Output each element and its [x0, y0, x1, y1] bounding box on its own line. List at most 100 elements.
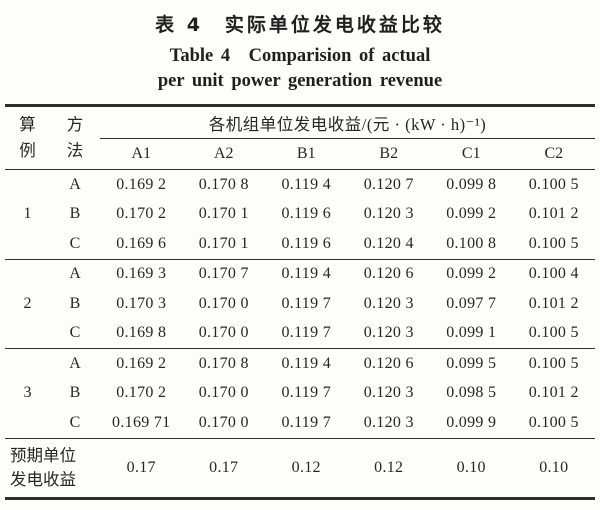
table-row: B 0.170 2 0.170 0 0.119 7 0.120 3 0.098 …	[5, 379, 595, 409]
table-row: C 0.169 6 0.170 1 0.119 6 0.120 4 0.100 …	[5, 229, 595, 259]
revenue-cell: 0.170 8	[182, 348, 265, 379]
revenue-cell: 0.119 6	[281, 234, 331, 252]
revenue-cell: 0.170 1	[198, 234, 249, 252]
revenue-cell: 0.097 7	[446, 294, 497, 312]
revenue-cell: 0.099 5	[430, 348, 513, 379]
table-title-en-line1: Table 4 Comparision of actual	[169, 46, 431, 66]
table-row: 3 A 0.169 2 0.170 8 0.119 4 0.120 6 0.09…	[5, 348, 596, 438]
expected-revenue-cell: 0.12	[347, 437, 430, 498]
revenue-cell: 0.120 7	[363, 175, 414, 193]
revenue-cell: 0.120 6	[347, 348, 430, 379]
revenue-cell: 0.169 2	[116, 175, 167, 193]
revenue-cell: 0.100 5	[512, 348, 596, 379]
method-label: A	[50, 258, 100, 289]
revenue-cell: 0.119 7	[281, 294, 331, 312]
method-label: C	[69, 324, 81, 342]
method-label: A	[69, 175, 81, 193]
table-title-zh: 表 4 实际单位发电收益比较	[155, 14, 445, 36]
revenue-cell: 0.170 3	[116, 294, 167, 312]
case-number: 1	[23, 205, 32, 223]
revenue-cell: 0.119 6	[281, 205, 331, 223]
revenue-cell: 0.119 4	[281, 175, 331, 193]
header-row-units: A1 A2 B1 B2 C1 C2	[5, 138, 596, 170]
revenue-cell: 0.170 2	[116, 205, 167, 223]
header-unit-c1: C1	[430, 138, 513, 170]
revenue-cell: 0.170 2	[116, 384, 167, 402]
case-number: 3	[5, 348, 50, 438]
header-case: 算 例	[5, 105, 50, 170]
revenue-cell: 0.101 2	[528, 205, 579, 223]
table-row: 预期单位 发电收益 0.17 0.17 0.12 0.12 0.10 0.10	[5, 437, 596, 498]
table-row: 2 A 0.169 3 0.170 7 0.119 4 0.120 6 0.09…	[5, 258, 596, 349]
case-1-group: 1 A 0.169 2 0.170 8 0.119 4 0.120 7 0.09…	[5, 170, 595, 260]
table-row: C 0.169 71 0.170 0 0.119 7 0.120 3 0.099…	[5, 408, 595, 438]
expected-revenue-cell: 0.10	[430, 437, 513, 498]
revenue-cell: 0.098 5	[446, 384, 497, 402]
header-unit-b1: B1	[265, 138, 348, 170]
table-title-en-line2: per unit power generation revenue	[157, 71, 443, 91]
revenue-comparison-table: 算 例 方 法 各机组单位发电收益/(元 · (kW · h)⁻¹) A1 A2…	[5, 104, 596, 500]
revenue-cell: 0.119 7	[281, 384, 331, 402]
method-label: B	[69, 294, 81, 312]
revenue-cell: 0.100 5	[528, 175, 579, 193]
revenue-cell: 0.170 8	[198, 175, 249, 193]
revenue-cell: 0.169 2	[100, 348, 183, 379]
expected-revenue-row: 预期单位 发电收益 0.17 0.17 0.12 0.12 0.10 0.10	[5, 437, 596, 498]
table-row: B 0.170 3 0.170 0 0.119 7 0.120 3 0.097 …	[5, 289, 595, 319]
header-unit-c2: C2	[512, 138, 596, 170]
header-row-span: 算 例 方 法 各机组单位发电收益/(元 · (kW · h)⁻¹)	[5, 105, 596, 170]
revenue-cell: 0.170 0	[198, 413, 249, 431]
table-row: 1 A 0.169 2 0.170 8 0.119 4 0.120 7 0.09…	[5, 170, 595, 223]
revenue-cell: 0.170 1	[198, 205, 249, 223]
header-unit-b2: B2	[347, 138, 430, 170]
header-unit-a1: A1	[100, 138, 183, 170]
revenue-cell: 0.119 4	[265, 258, 348, 289]
table-row: C 0.169 8 0.170 0 0.119 7 0.120 3 0.099 …	[5, 319, 595, 349]
revenue-cell: 0.119 4	[265, 348, 348, 379]
revenue-cell: 0.169 8	[116, 324, 167, 342]
revenue-cell: 0.100 5	[528, 234, 579, 252]
revenue-cell: 0.120 6	[347, 258, 430, 289]
method-label: A	[50, 348, 100, 379]
revenue-cell: 0.119 7	[281, 413, 331, 431]
revenue-cell: 0.099 1	[446, 324, 497, 342]
method-label: C	[69, 234, 81, 252]
method-label: B	[69, 384, 81, 402]
header-unit-a2: A2	[182, 138, 265, 170]
method-label: C	[69, 413, 81, 431]
header-span-label: 各机组单位发电收益/(元 · (kW · h)⁻¹)	[100, 105, 596, 139]
revenue-cell: 0.169 71	[112, 413, 171, 431]
revenue-cell: 0.170 0	[198, 384, 249, 402]
revenue-cell: 0.120 3	[363, 294, 414, 312]
revenue-cell: 0.120 4	[363, 234, 414, 252]
method-label: B	[69, 205, 81, 223]
case-3-group: 3 A 0.169 2 0.170 8 0.119 4 0.120 6 0.09…	[5, 348, 596, 438]
revenue-cell: 0.100 4	[512, 258, 596, 289]
revenue-cell: 0.101 2	[528, 294, 579, 312]
revenue-cell: 0.120 3	[363, 413, 414, 431]
revenue-cell: 0.100 5	[528, 413, 579, 431]
revenue-cell: 0.099 8	[446, 175, 497, 193]
table-header: 算 例 方 法 各机组单位发电收益/(元 · (kW · h)⁻¹) A1 A2…	[5, 105, 596, 170]
table-row: B 0.170 2 0.170 1 0.119 6 0.120 3 0.099 …	[5, 200, 595, 230]
revenue-cell: 0.099 9	[446, 413, 497, 431]
expected-revenue-cell: 0.17	[182, 437, 265, 498]
expected-revenue-cell: 0.17	[100, 437, 183, 498]
revenue-cell: 0.120 3	[363, 324, 414, 342]
revenue-cell: 0.169 3	[100, 258, 183, 289]
revenue-cell: 0.169 6	[116, 234, 167, 252]
case-2-group: 2 A 0.169 3 0.170 7 0.119 4 0.120 6 0.09…	[5, 258, 596, 349]
revenue-cell: 0.099 2	[430, 258, 513, 289]
expected-revenue-cell: 0.10	[512, 437, 596, 498]
revenue-cell: 0.100 8	[446, 234, 497, 252]
revenue-cell: 0.170 0	[198, 294, 249, 312]
revenue-cell: 0.170 7	[182, 258, 265, 289]
revenue-cell: 0.170 0	[198, 324, 249, 342]
revenue-cell: 0.101 2	[528, 384, 579, 402]
revenue-cell: 0.099 2	[446, 205, 497, 223]
revenue-cell: 0.119 7	[281, 324, 331, 342]
expected-revenue-cell: 0.12	[265, 437, 348, 498]
header-method: 方 法	[50, 105, 100, 170]
revenue-cell: 0.120 3	[363, 205, 414, 223]
